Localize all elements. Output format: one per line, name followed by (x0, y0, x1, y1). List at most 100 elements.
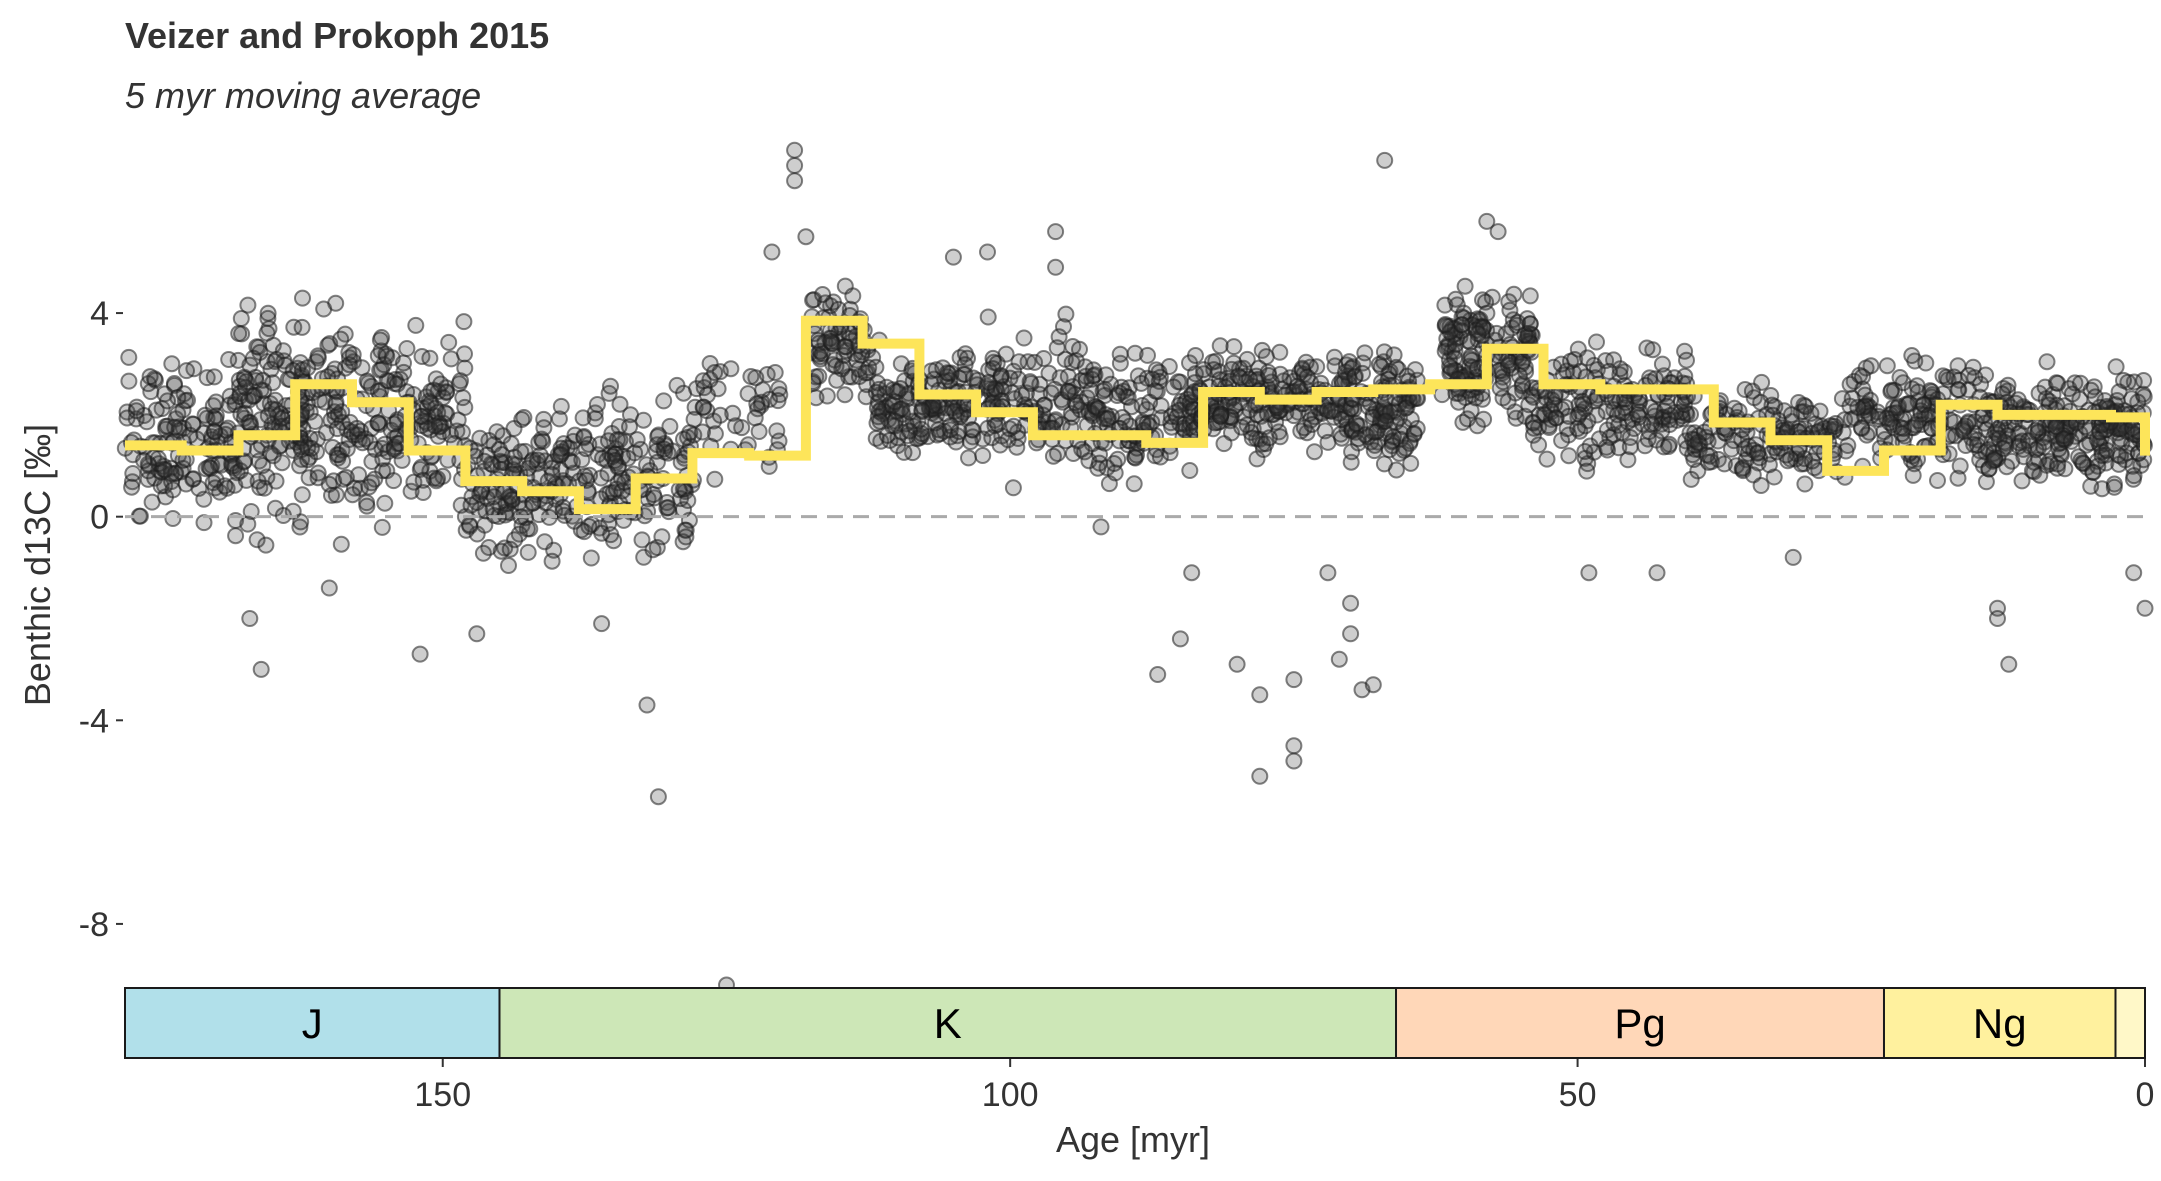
data-point (1059, 383, 1077, 400)
data-point (606, 452, 624, 469)
data-point (1151, 448, 1169, 466)
data-point (1921, 382, 1939, 400)
data-point (1960, 366, 1978, 384)
data-point (1521, 287, 1539, 305)
y-tick-label: -4 (79, 702, 109, 740)
data-point (1639, 430, 1657, 448)
data-point (769, 392, 787, 410)
data-point (270, 438, 288, 455)
data-point (1343, 443, 1361, 461)
data-point (1456, 277, 1474, 295)
data-point (320, 475, 338, 493)
data-point (2125, 467, 2143, 485)
data-point (1929, 472, 1946, 489)
data-point (1825, 417, 1843, 435)
data-point (340, 356, 358, 374)
data-point (1330, 650, 1348, 668)
data-point (1580, 564, 1598, 582)
data-point (1436, 316, 1454, 333)
data-point (739, 385, 757, 403)
data-point (237, 471, 255, 489)
data-point (524, 494, 542, 512)
data-point (1195, 361, 1213, 379)
data-point (1621, 438, 1639, 456)
data-point (120, 348, 138, 366)
data-point (1977, 421, 1995, 439)
data-point (1857, 359, 1875, 377)
data-point (1402, 410, 1420, 428)
data-point (293, 441, 310, 459)
data-point (309, 347, 327, 365)
data-point (242, 503, 260, 520)
data-point (543, 466, 561, 484)
data-point (1055, 318, 1072, 336)
data-point (577, 440, 595, 458)
data-point (1985, 451, 2003, 469)
data-point (1139, 346, 1156, 364)
timescale-period (2114, 987, 2147, 1059)
data-point (334, 452, 352, 470)
data-point (1994, 439, 2012, 457)
data-point (1514, 375, 1532, 393)
data-point (1843, 389, 1861, 407)
data-point (913, 401, 931, 419)
data-point (706, 425, 724, 443)
data-point (1306, 443, 1323, 461)
data-point (1453, 322, 1471, 340)
data-point (201, 459, 219, 477)
data-point (536, 533, 554, 551)
data-point (388, 413, 406, 431)
data-point (1397, 439, 1415, 457)
data-point (1215, 435, 1233, 453)
data-point (360, 478, 378, 496)
data-point (1181, 462, 1199, 479)
data-point (344, 486, 361, 504)
data-point (895, 443, 913, 461)
data-point (724, 404, 742, 422)
data-point (2105, 478, 2123, 496)
data-point (1642, 415, 1660, 433)
data-point (1010, 353, 1028, 371)
data-point (475, 452, 493, 470)
data-point (944, 248, 962, 266)
data-point (1040, 364, 1058, 382)
data-point (750, 423, 768, 440)
data-point (1893, 425, 1911, 443)
data-point (273, 454, 291, 472)
data-point (615, 511, 633, 529)
data-point (1752, 477, 1770, 494)
data-point (638, 456, 656, 474)
data-point (2038, 353, 2056, 371)
data-point (1408, 420, 1426, 437)
data-point (1349, 430, 1367, 448)
data-point (220, 351, 238, 368)
data-point (127, 402, 145, 420)
data-points (116, 141, 2154, 994)
data-point (993, 392, 1011, 410)
data-point (159, 392, 176, 410)
data-point (2049, 374, 2067, 392)
data-point (471, 429, 489, 447)
data-point (1743, 382, 1761, 400)
data-point (1257, 348, 1275, 366)
data-point (1862, 407, 1880, 425)
data-point (426, 417, 444, 435)
data-point (786, 172, 804, 190)
data-point (1638, 339, 1656, 357)
data-point (143, 493, 161, 511)
data-point (147, 401, 165, 419)
data-point (1806, 415, 1824, 433)
data-point (552, 439, 570, 457)
data-point (871, 412, 889, 430)
data-point (1126, 344, 1144, 362)
data-point (886, 412, 904, 430)
data-point (1376, 424, 1394, 442)
data-point (1035, 350, 1053, 367)
data-point (701, 355, 719, 372)
data-point (237, 373, 255, 391)
data-point (694, 372, 712, 390)
data-point (1385, 346, 1403, 364)
data-point (1380, 441, 1398, 459)
data-point (1999, 376, 2017, 394)
